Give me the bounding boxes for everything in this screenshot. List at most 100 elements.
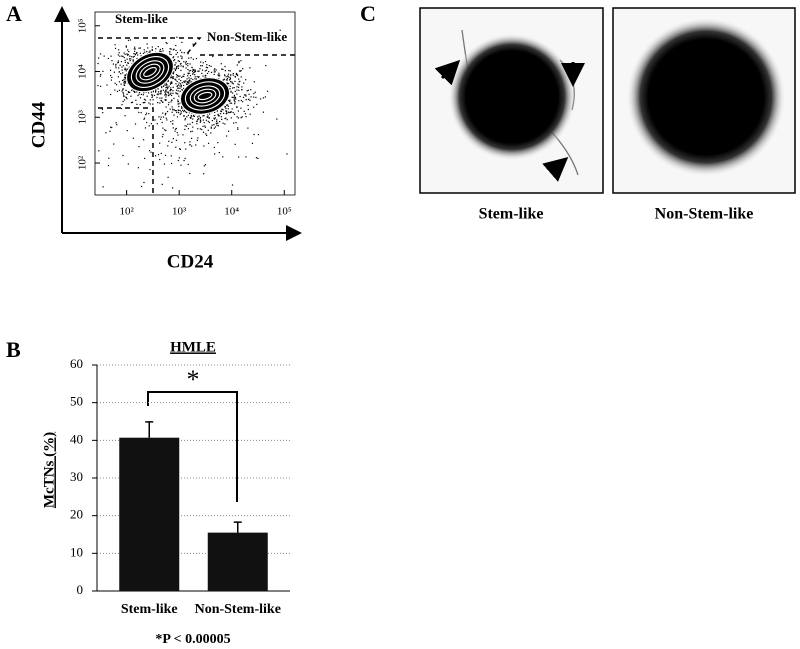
event-dot	[233, 87, 235, 89]
event-dot	[177, 159, 179, 162]
event-dot	[144, 51, 146, 53]
event-dot	[218, 151, 220, 154]
event-dot	[173, 67, 175, 70]
event-dot	[187, 123, 189, 125]
event-dot	[124, 81, 126, 83]
event-dot	[225, 110, 227, 113]
event-dot	[124, 53, 126, 56]
event-dot	[214, 117, 217, 119]
event-dot	[199, 119, 202, 122]
event-dot	[163, 163, 166, 165]
event-dot	[186, 81, 188, 83]
event-dot	[174, 109, 176, 112]
event-dot	[202, 62, 204, 64]
significance-bracket	[147, 391, 238, 502]
event-dot	[180, 86, 182, 88]
contour	[139, 63, 161, 81]
event-dot	[216, 121, 218, 123]
event-dot	[185, 62, 187, 64]
event-dot	[226, 135, 228, 137]
event-dot	[206, 64, 208, 66]
event-dot	[179, 102, 181, 104]
event-dot	[179, 85, 181, 87]
event-dot	[134, 53, 136, 55]
event-dot	[161, 87, 163, 89]
event-dot	[168, 101, 170, 104]
event-dot	[233, 98, 235, 100]
event-dot	[218, 75, 220, 77]
event-dot	[122, 92, 124, 94]
event-dot	[157, 154, 160, 156]
event-dot	[164, 129, 166, 131]
event-dot	[167, 104, 170, 106]
event-dot	[225, 76, 227, 78]
event-dot	[229, 76, 231, 78]
event-dot	[236, 73, 238, 75]
event-dot	[109, 130, 111, 132]
event-dot	[259, 98, 262, 100]
event-dot	[124, 76, 126, 78]
event-dot	[230, 111, 232, 113]
panel-letter: A	[6, 1, 22, 26]
event-dot	[100, 73, 102, 76]
event-dot	[167, 145, 169, 147]
y-tick-label: 50	[70, 394, 83, 409]
event-dot	[198, 70, 200, 72]
event-dot	[180, 84, 182, 86]
event-dot	[170, 87, 172, 89]
event-dot	[198, 115, 200, 117]
event-dot	[149, 51, 151, 53]
event-dot	[232, 96, 234, 99]
event-dot	[152, 103, 154, 105]
event-dot	[197, 76, 200, 79]
event-dot	[137, 94, 139, 97]
event-dot	[119, 55, 121, 57]
event-dot	[179, 75, 181, 77]
event-dot	[236, 74, 239, 76]
event-dot	[152, 91, 154, 93]
event-dot	[184, 125, 186, 127]
event-dot	[172, 77, 174, 80]
event-dot	[222, 122, 224, 124]
event-dot	[97, 57, 100, 59]
event-dot	[168, 140, 170, 142]
event-dot	[222, 68, 224, 70]
event-dot	[176, 116, 179, 118]
event-dot	[113, 143, 115, 145]
event-dot	[128, 91, 130, 94]
event-dot	[132, 59, 134, 61]
contour	[197, 91, 213, 101]
event-dot	[185, 63, 187, 66]
event-dot	[147, 47, 149, 49]
event-dot	[98, 150, 100, 152]
event-dot	[225, 79, 227, 81]
event-dot	[175, 79, 177, 81]
event-dot	[208, 117, 210, 119]
event-dot	[171, 111, 173, 113]
event-dot	[165, 83, 167, 85]
event-dot	[149, 99, 151, 101]
event-dot	[234, 103, 236, 105]
event-dot	[242, 101, 244, 103]
event-dot	[180, 106, 183, 108]
event-dot	[130, 58, 132, 60]
gate-label: Stem-like	[115, 11, 168, 26]
event-dot	[110, 93, 112, 96]
event-dot	[286, 153, 288, 155]
event-dot	[126, 54, 129, 56]
event-dot	[169, 77, 171, 79]
event-dot	[121, 55, 123, 57]
event-dot	[122, 88, 124, 90]
event-dot	[236, 89, 238, 91]
x-tick-label: 10⁴	[224, 206, 239, 218]
event-dot	[120, 60, 123, 63]
event-dot	[215, 122, 217, 125]
event-dot	[170, 89, 172, 91]
event-dot	[140, 55, 142, 57]
arrow	[434, 59, 461, 86]
event-dot	[126, 64, 128, 66]
event-dot	[166, 86, 168, 88]
event-dot	[181, 89, 183, 91]
event-dot	[224, 65, 226, 68]
event-dot	[253, 106, 255, 108]
